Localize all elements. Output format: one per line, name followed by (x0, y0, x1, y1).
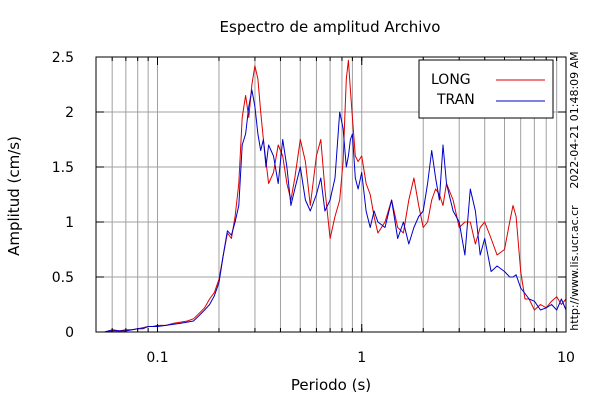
plot-frame (95, 56, 567, 333)
y-tick-label: 1.5 (52, 160, 74, 176)
series-line-long (104, 59, 567, 333)
x-tick-label: 10 (557, 350, 575, 366)
timestamp-label: 2022-04-21 01:48:09 AM (568, 51, 581, 188)
source-url-label: http://www.lis.ucr.ac.cr (568, 205, 581, 331)
legend-label-tran: TRAN (436, 92, 475, 108)
y-tick-label: 1 (65, 215, 74, 231)
legend-box (418, 59, 554, 119)
y-tick-label: 0.5 (52, 270, 74, 286)
legend-label-long: LONG (431, 72, 471, 88)
axis-ticks (95, 56, 567, 333)
series-line-tran (104, 89, 567, 333)
x-tick-label: 1 (357, 350, 366, 366)
y-axis-label: Amplitud (cm/s) (5, 136, 23, 256)
y-tick-label: 2.5 (52, 50, 74, 66)
tick-labels: 0.1 1 10 0 0.5 1 1.5 2 2.5 (52, 50, 575, 366)
y-tick-label: 0 (65, 325, 74, 341)
legend: LONG TRAN (418, 59, 554, 119)
chart-title: Espectro de amplitud Archivo (220, 18, 441, 36)
y-tick-label: 2 (65, 105, 74, 121)
x-tick-label: 0.1 (146, 350, 168, 366)
series-group (104, 59, 567, 333)
x-axis-label: Periodo (s) (291, 376, 371, 394)
